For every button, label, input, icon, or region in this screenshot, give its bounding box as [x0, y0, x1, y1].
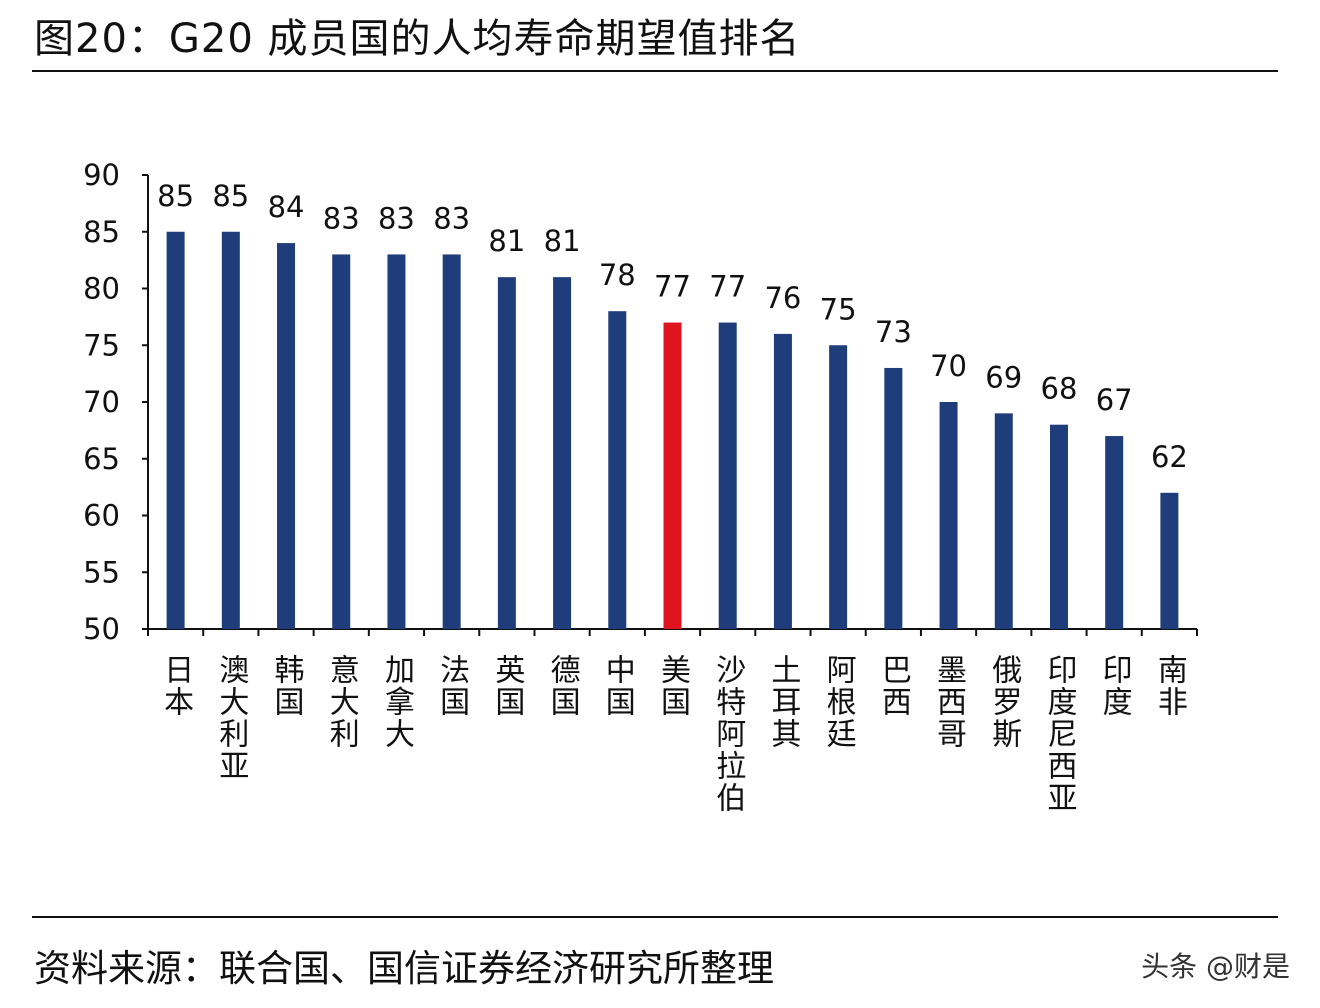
bar-2: [277, 243, 296, 629]
category-label: 英国: [489, 654, 524, 718]
watermark: 头条 @财是: [1141, 950, 1290, 983]
data-label: 77: [709, 270, 746, 304]
data-label: 75: [820, 292, 857, 326]
bar-4: [387, 254, 406, 629]
data-label: 78: [599, 258, 636, 292]
data-label: 83: [323, 201, 360, 235]
category-label: 美国: [655, 654, 690, 718]
data-label: 83: [433, 201, 470, 235]
bar-9: [663, 322, 682, 629]
bar-16: [1049, 424, 1068, 629]
top-rule: [32, 70, 1278, 72]
data-label: 81: [544, 224, 581, 258]
data-label: 76: [764, 281, 801, 315]
category-label: 加拿大: [379, 654, 415, 750]
category-label: 沙特阿拉伯: [710, 654, 746, 814]
y-tick-label: 55: [83, 555, 120, 589]
y-tick-label: 50: [83, 612, 120, 646]
bar-10: [718, 322, 737, 629]
data-label: 85: [157, 179, 194, 213]
category-label: 阿根廷: [821, 654, 857, 750]
bar-0: [166, 231, 185, 629]
category-label: 巴西: [876, 654, 911, 718]
bar-11: [773, 333, 792, 629]
y-tick-label: 70: [83, 385, 120, 419]
data-label: 67: [1096, 383, 1133, 417]
data-label: 85: [212, 179, 249, 213]
bar-15: [994, 413, 1013, 629]
bar-5: [442, 254, 461, 629]
category-label: 印度: [1097, 654, 1132, 718]
category-label: 日本: [158, 654, 193, 718]
bar-13: [884, 367, 903, 629]
bar-12: [829, 345, 848, 629]
bar-17: [1105, 436, 1124, 629]
y-tick-label: 75: [83, 328, 120, 362]
category-label: 俄罗斯: [986, 654, 1022, 750]
category-label: 意大利: [324, 654, 360, 750]
data-label: 84: [268, 190, 305, 224]
category-label: 南非: [1152, 654, 1187, 718]
data-label: 83: [378, 201, 415, 235]
y-tick-label: 85: [83, 215, 120, 249]
figure-title: 图20：G20 成员国的人均寿命期望值排名: [34, 16, 801, 62]
y-tick-label: 80: [83, 272, 120, 306]
category-label: 韩国: [269, 654, 304, 718]
category-label: 墨西哥: [931, 654, 966, 750]
source-note: 资料来源：联合国、国信证券经济研究所整理: [34, 947, 774, 990]
data-label: 73: [875, 315, 912, 349]
bottom-rule: [32, 916, 1278, 918]
category-label: 德国: [545, 654, 581, 718]
category-label: 中国: [600, 654, 635, 718]
category-label: 法国: [434, 654, 469, 718]
data-label: 69: [985, 360, 1022, 394]
bar-14: [939, 402, 958, 629]
bar-1: [221, 231, 240, 629]
bar-18: [1160, 492, 1179, 629]
bar-3: [332, 254, 351, 629]
category-label: 印度尼西亚: [1041, 654, 1076, 814]
y-tick-label: 60: [83, 499, 120, 533]
bar-6: [497, 277, 516, 629]
data-label: 62: [1151, 440, 1188, 474]
bar-8: [608, 311, 627, 629]
data-label: 68: [1041, 372, 1078, 406]
category-label: 土耳其: [765, 654, 800, 750]
data-label: 77: [654, 270, 691, 304]
data-label: 70: [930, 349, 967, 383]
data-label: 81: [488, 224, 525, 258]
bar-7: [553, 277, 572, 629]
y-tick-label: 65: [83, 442, 120, 476]
category-label: 澳大利亚: [213, 654, 249, 782]
y-tick-label: 90: [83, 158, 120, 192]
